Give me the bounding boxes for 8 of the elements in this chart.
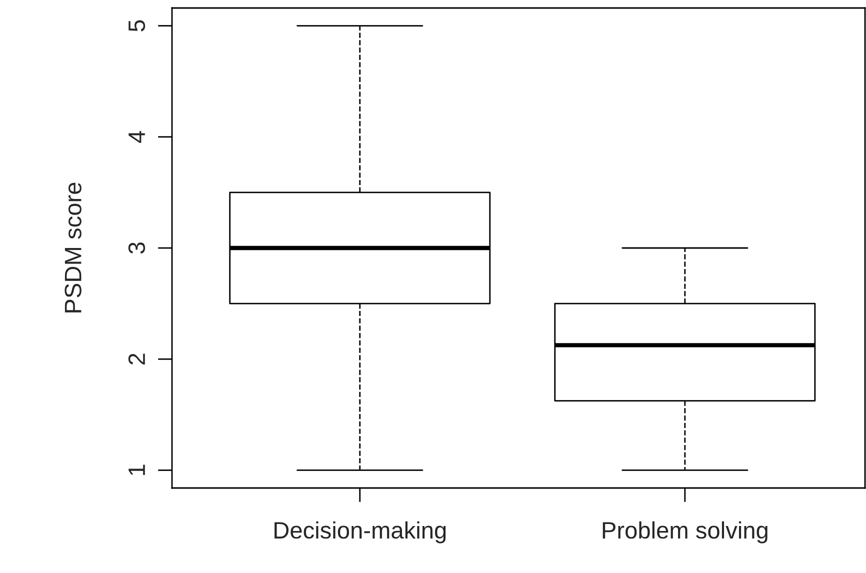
y-tick-label: 3 (128, 242, 146, 254)
y-axis-title: PSDM score (64, 182, 82, 312)
y-tick-label: 4 (128, 131, 145, 143)
x-tick-label: Problem solving (602, 521, 768, 544)
x-tick-label: Decision-making (274, 521, 446, 544)
y-tick-label: 2 (128, 354, 145, 364)
y-tick-label: 1 (128, 464, 145, 475)
y-tick-label: 5 (128, 20, 146, 32)
